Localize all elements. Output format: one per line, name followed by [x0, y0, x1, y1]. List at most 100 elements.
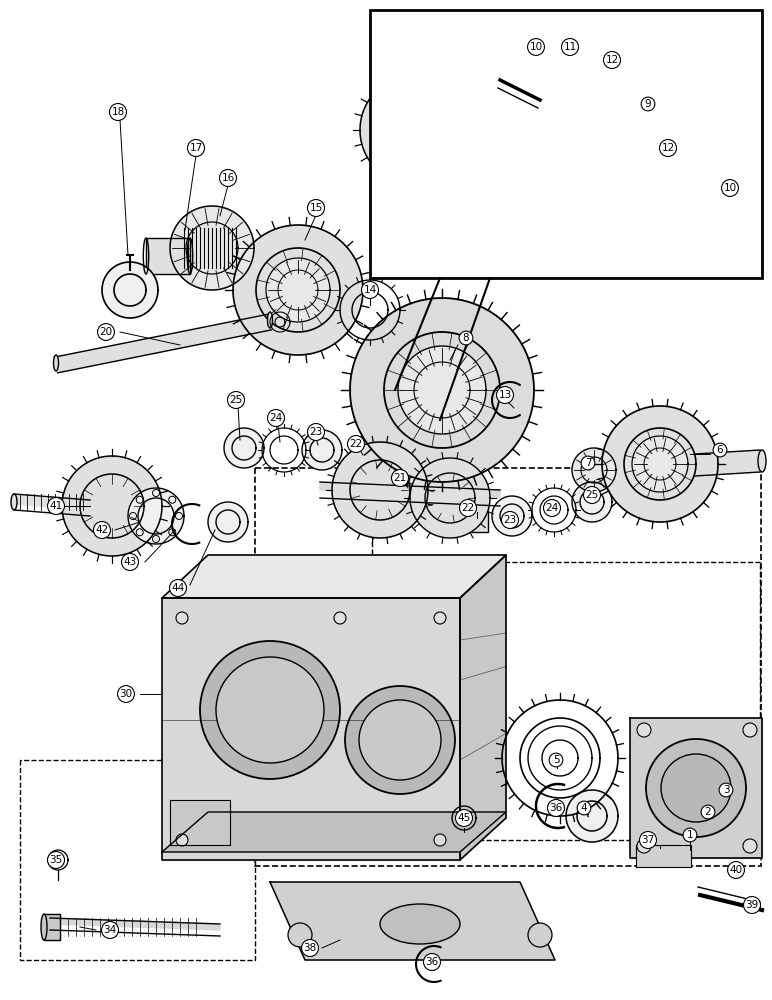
Text: 15: 15 [310, 203, 323, 213]
Polygon shape [350, 298, 534, 482]
Text: 37: 37 [642, 835, 655, 845]
Text: 24: 24 [545, 503, 559, 513]
FancyBboxPatch shape [146, 238, 190, 274]
Polygon shape [680, 147, 756, 223]
Text: 23: 23 [310, 427, 323, 437]
Ellipse shape [11, 494, 17, 510]
Text: 36: 36 [425, 957, 438, 967]
Text: 39: 39 [746, 900, 759, 910]
Polygon shape [170, 800, 230, 845]
Text: 13: 13 [499, 390, 512, 400]
Polygon shape [632, 436, 688, 492]
Text: 17: 17 [189, 143, 202, 153]
Polygon shape [320, 482, 500, 498]
Circle shape [528, 923, 552, 947]
Ellipse shape [268, 312, 273, 328]
Text: 24: 24 [269, 413, 283, 423]
Circle shape [743, 839, 757, 853]
Polygon shape [492, 496, 532, 536]
Text: 2: 2 [705, 807, 711, 817]
Text: 14: 14 [364, 285, 377, 295]
Text: 4: 4 [581, 803, 587, 813]
Circle shape [434, 612, 446, 624]
Polygon shape [572, 448, 616, 492]
Text: 41: 41 [49, 501, 63, 511]
FancyBboxPatch shape [466, 508, 488, 532]
Ellipse shape [216, 657, 324, 763]
Polygon shape [488, 76, 652, 240]
Polygon shape [695, 450, 760, 476]
Text: 10: 10 [530, 42, 543, 52]
Ellipse shape [53, 355, 59, 371]
Text: 22: 22 [350, 439, 363, 449]
Text: 16: 16 [222, 173, 235, 183]
Polygon shape [208, 502, 248, 542]
Polygon shape [700, 167, 736, 203]
Polygon shape [14, 494, 90, 510]
Text: 11: 11 [564, 42, 577, 52]
Circle shape [176, 834, 188, 846]
Text: 1: 1 [686, 830, 693, 840]
Polygon shape [566, 790, 618, 842]
Ellipse shape [380, 904, 460, 944]
Circle shape [288, 923, 312, 947]
Polygon shape [270, 882, 555, 960]
Polygon shape [162, 812, 506, 852]
Ellipse shape [758, 450, 766, 472]
FancyBboxPatch shape [370, 10, 762, 278]
Ellipse shape [41, 914, 47, 940]
Polygon shape [266, 258, 330, 322]
Text: 20: 20 [100, 327, 113, 337]
Polygon shape [50, 918, 220, 930]
Polygon shape [102, 262, 158, 318]
Text: 45: 45 [457, 813, 471, 823]
Text: 43: 43 [124, 557, 137, 567]
Ellipse shape [345, 686, 455, 794]
Polygon shape [54, 314, 272, 373]
Polygon shape [302, 430, 342, 470]
Polygon shape [398, 346, 486, 434]
Polygon shape [62, 456, 162, 556]
Polygon shape [389, 104, 441, 156]
Circle shape [637, 839, 651, 853]
Polygon shape [360, 75, 470, 185]
Text: 35: 35 [49, 855, 63, 865]
Ellipse shape [661, 754, 731, 822]
Text: 42: 42 [96, 525, 109, 535]
Text: 36: 36 [550, 803, 563, 813]
Text: 9: 9 [645, 99, 652, 109]
Text: 44: 44 [171, 583, 185, 593]
Text: 38: 38 [303, 943, 317, 953]
Polygon shape [630, 718, 762, 858]
Polygon shape [572, 482, 612, 522]
Text: 22: 22 [462, 503, 475, 513]
Text: 21: 21 [394, 473, 407, 483]
Polygon shape [170, 206, 254, 290]
Text: 8: 8 [462, 333, 469, 343]
Text: 3: 3 [723, 785, 730, 795]
Polygon shape [233, 225, 363, 355]
Ellipse shape [359, 700, 441, 780]
Text: 18: 18 [111, 107, 124, 117]
Text: 5: 5 [553, 755, 559, 765]
Text: 30: 30 [120, 689, 133, 699]
Text: 7: 7 [584, 458, 591, 468]
FancyBboxPatch shape [350, 448, 372, 472]
Polygon shape [162, 555, 506, 598]
Polygon shape [224, 428, 264, 468]
Polygon shape [410, 458, 490, 538]
Polygon shape [530, 118, 610, 198]
Ellipse shape [200, 641, 340, 779]
Text: 12: 12 [662, 143, 675, 153]
Text: 25: 25 [229, 395, 242, 405]
Circle shape [743, 723, 757, 737]
Text: 10: 10 [723, 183, 736, 193]
Polygon shape [128, 488, 184, 544]
Ellipse shape [646, 739, 746, 837]
Polygon shape [162, 598, 460, 860]
Text: 40: 40 [730, 865, 743, 875]
Polygon shape [602, 406, 718, 522]
Circle shape [176, 612, 188, 624]
Circle shape [434, 834, 446, 846]
Polygon shape [332, 442, 428, 538]
